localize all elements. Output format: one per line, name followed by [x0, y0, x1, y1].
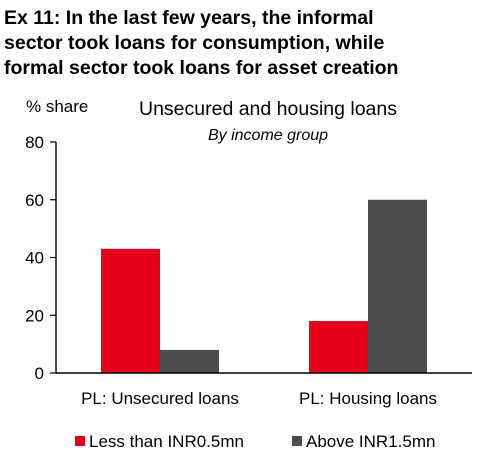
y-tick-label: 40 [25, 249, 44, 268]
bar [160, 349, 219, 373]
legend-label: Above INR1.5mn [306, 432, 435, 451]
legend-label: Less than INR0.5mn [89, 432, 244, 451]
y-tick-label: 80 [25, 133, 44, 152]
y-tick-label: 0 [35, 364, 44, 383]
bar [368, 199, 427, 373]
legend-swatch [75, 436, 85, 446]
headline-line-2: sector took loans for consumption, while [4, 32, 385, 54]
chart-subtitle: By income group [208, 127, 328, 144]
y-tick-label: 60 [25, 191, 44, 210]
headline-line-3: formal sector took loans for asset creat… [4, 57, 399, 79]
headline-line-1: Ex 11: In the last few years, the inform… [4, 7, 374, 29]
bar [309, 321, 368, 373]
legend-swatch [292, 436, 302, 446]
x-tick-label: PL: Housing loans [299, 389, 437, 408]
bar [101, 248, 160, 373]
headline: Ex 11: In the last few years, the inform… [4, 6, 478, 81]
y-tick-label: 20 [25, 306, 44, 325]
x-tick-label: PL: Unsecured loans [81, 389, 239, 408]
chart-title: Unsecured and housing loans [139, 98, 397, 120]
y-axis-label: % share [26, 97, 88, 116]
